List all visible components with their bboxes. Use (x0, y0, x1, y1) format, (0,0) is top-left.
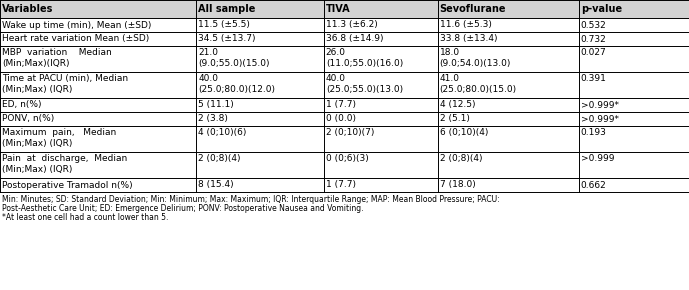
Bar (0, 0, 689, 18)
Text: 0 (0.0): 0 (0.0) (326, 115, 356, 124)
Text: >0.999*: >0.999* (581, 115, 619, 124)
Text: Variables: Variables (2, 4, 53, 14)
Bar (0, 18, 689, 32)
Text: 0.532: 0.532 (581, 21, 606, 30)
Text: 1 (7.7): 1 (7.7) (326, 180, 356, 189)
Text: >0.999*: >0.999* (581, 101, 619, 110)
Bar (0, 126, 689, 152)
Text: 0.027: 0.027 (581, 48, 606, 57)
Text: Time at PACU (min), Median
(Min;Max) (IQR): Time at PACU (min), Median (Min;Max) (IQ… (2, 74, 128, 94)
Text: MBP  variation    Median
(Min;Max)(IQR): MBP variation Median (Min;Max)(IQR) (2, 48, 112, 68)
Text: ED, n(%): ED, n(%) (2, 101, 41, 110)
Text: 33.8 (±13.4): 33.8 (±13.4) (440, 35, 497, 44)
Text: Min: Minutes; SD: Standard Deviation; Min: Minimum; Max: Maximum; IQR: Interquar: Min: Minutes; SD: Standard Deviation; Mi… (2, 195, 500, 204)
Text: 11.6 (±5.3): 11.6 (±5.3) (440, 21, 491, 30)
Text: All sample: All sample (198, 4, 256, 14)
Bar (0, 46, 689, 72)
Bar (0, 72, 689, 98)
Text: 18.0
(9.0;54.0)(13.0): 18.0 (9.0;54.0)(13.0) (440, 48, 511, 68)
Text: 6 (0;10)(4): 6 (0;10)(4) (440, 128, 488, 137)
Text: 40.0
(25.0;55.0)(13.0): 40.0 (25.0;55.0)(13.0) (326, 74, 403, 94)
Text: 2 (5.1): 2 (5.1) (440, 115, 469, 124)
Text: 1 (7.7): 1 (7.7) (326, 101, 356, 110)
Bar (0, 152, 689, 178)
Text: 4 (0;10)(6): 4 (0;10)(6) (198, 128, 247, 137)
Text: 5 (11.1): 5 (11.1) (198, 101, 234, 110)
Text: 34.5 (±13.7): 34.5 (±13.7) (198, 35, 256, 44)
Text: 2 (0;8)(4): 2 (0;8)(4) (440, 154, 482, 163)
Text: 2 (0;10)(7): 2 (0;10)(7) (326, 128, 374, 137)
Text: 0.391: 0.391 (581, 74, 606, 83)
Text: Post-Aesthetic Care Unit; ED: Emergence Delirium; PONV: Postoperative Nausea and: Post-Aesthetic Care Unit; ED: Emergence … (2, 204, 364, 213)
Text: 2 (3.8): 2 (3.8) (198, 115, 228, 124)
Text: 0.662: 0.662 (581, 180, 606, 189)
Bar (0, 32, 689, 46)
Text: 8 (15.4): 8 (15.4) (198, 180, 234, 189)
Bar (0, 178, 689, 192)
Text: 7 (18.0): 7 (18.0) (440, 180, 475, 189)
Text: 36.8 (±14.9): 36.8 (±14.9) (326, 35, 383, 44)
Text: Sevoflurane: Sevoflurane (440, 4, 506, 14)
Text: 40.0
(25.0;80.0)(12.0): 40.0 (25.0;80.0)(12.0) (198, 74, 276, 94)
Text: Pain  at  discharge,  Median
(Min;Max) (IQR): Pain at discharge, Median (Min;Max) (IQR… (2, 154, 127, 174)
Text: 0.732: 0.732 (581, 35, 606, 44)
Text: Heart rate variation Mean (±SD): Heart rate variation Mean (±SD) (2, 35, 150, 44)
Text: PONV, n(%): PONV, n(%) (2, 115, 54, 124)
Text: 0.193: 0.193 (581, 128, 606, 137)
Text: 41.0
(25.0;80.0)(15.0): 41.0 (25.0;80.0)(15.0) (440, 74, 517, 94)
Bar (0, 112, 689, 126)
Text: Maximum  pain,   Median
(Min;Max) (IQR): Maximum pain, Median (Min;Max) (IQR) (2, 128, 116, 148)
Text: Postoperative Tramadol n(%): Postoperative Tramadol n(%) (2, 180, 132, 189)
Text: *At least one cell had a count lower than 5.: *At least one cell had a count lower tha… (2, 213, 168, 222)
Text: Wake up time (min), Mean (±SD): Wake up time (min), Mean (±SD) (2, 21, 152, 30)
Text: 11.5 (±5.5): 11.5 (±5.5) (198, 21, 250, 30)
Text: 4 (12.5): 4 (12.5) (440, 101, 475, 110)
Text: 21.0
(9.0;55.0)(15.0): 21.0 (9.0;55.0)(15.0) (198, 48, 270, 68)
Text: 11.3 (±6.2): 11.3 (±6.2) (326, 21, 378, 30)
Text: 26.0
(11.0;55.0)(16.0): 26.0 (11.0;55.0)(16.0) (326, 48, 403, 68)
Text: >0.999: >0.999 (581, 154, 615, 163)
Text: p-value: p-value (581, 4, 622, 14)
Text: 0 (0;6)(3): 0 (0;6)(3) (326, 154, 369, 163)
Text: TIVA: TIVA (326, 4, 351, 14)
Bar (0, 98, 689, 112)
Text: 2 (0;8)(4): 2 (0;8)(4) (198, 154, 241, 163)
